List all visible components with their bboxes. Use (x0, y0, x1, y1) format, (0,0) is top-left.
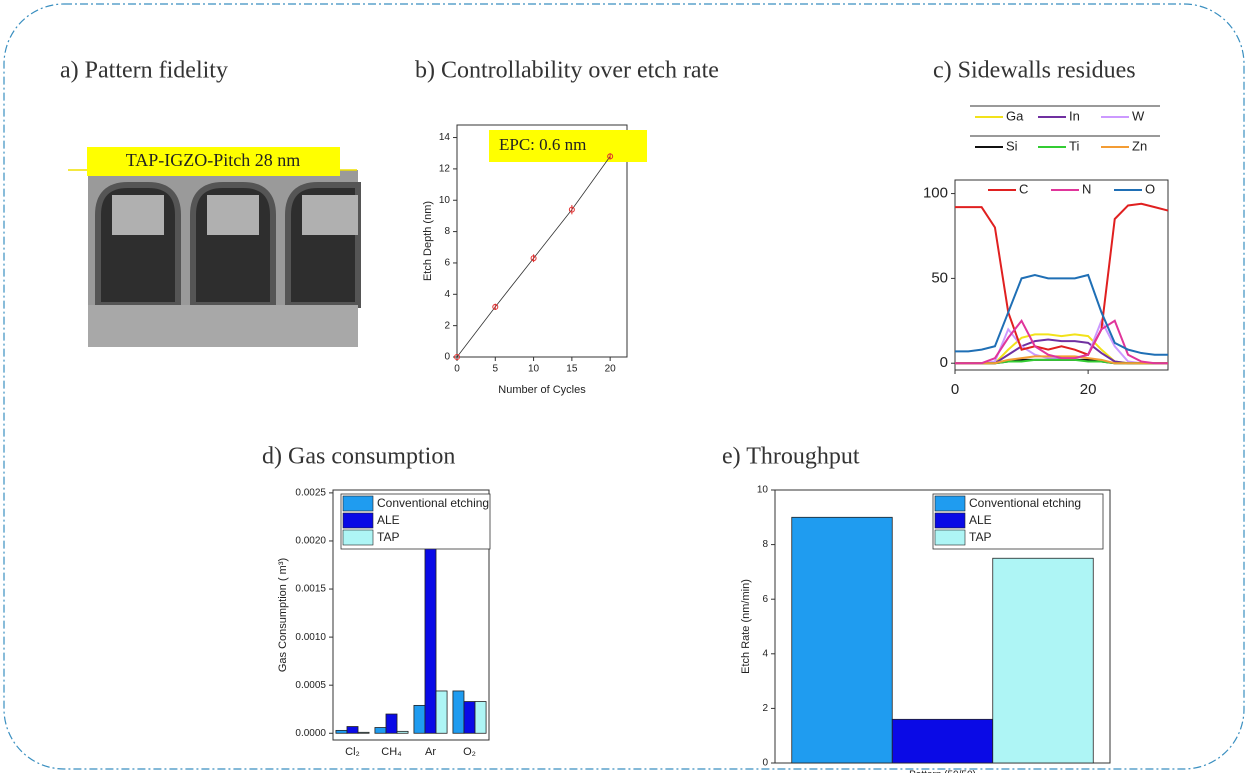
legend-label: W (1132, 108, 1145, 123)
bar (336, 730, 347, 733)
bar (414, 705, 425, 733)
bar (425, 522, 436, 734)
legend-label: Ti (1069, 138, 1079, 153)
y-axis-label: Etch Rate (nm/min) (740, 579, 752, 674)
x-tick-label: 0 (951, 381, 959, 398)
page: {"figure_a": {"title": "a) Pattern fidel… (0, 0, 1248, 773)
legend-label: O (1145, 181, 1155, 196)
y-tick-label: 2 (762, 703, 768, 714)
legend-label: N (1082, 181, 1091, 196)
legend-label: ALE (969, 513, 992, 527)
y-tick-label: 6 (762, 594, 768, 605)
legend-label: In (1069, 108, 1080, 123)
y-tick-label: 0.0010 (295, 632, 326, 643)
y-tick-label: 10 (439, 195, 451, 206)
bar (475, 702, 486, 734)
y-tick-label: 100 (923, 185, 948, 202)
sem-image (88, 170, 358, 347)
panel-title: a) Pattern fidelity (60, 58, 228, 84)
x-tick-label: 10 (528, 364, 540, 375)
y-axis-label: Gas Consumption ( m³) (277, 558, 289, 672)
x-tick-label: 0 (454, 364, 460, 375)
y-tick-label: 6 (444, 258, 450, 269)
x-tick-label: CH₄ (381, 746, 402, 758)
y-tick-label: 50 (931, 269, 948, 286)
y-tick-label: 0.0000 (295, 728, 326, 739)
bar (386, 714, 397, 733)
bar (347, 727, 358, 734)
x-tick-label: Ar (425, 746, 436, 758)
y-tick-label: 0.0020 (295, 536, 326, 547)
legend-label: TAP (969, 530, 991, 544)
y-tick-label: 10 (757, 485, 769, 496)
legend-label: TAP (377, 530, 399, 544)
x-tick-label: 20 (1080, 381, 1097, 398)
panel-title: e) Throughput (722, 444, 860, 470)
y-tick-label: 12 (439, 164, 451, 175)
legend-label: Conventional etching (377, 496, 489, 510)
bar (892, 719, 993, 763)
panel-title: d) Gas consumption (262, 444, 455, 470)
bar (453, 691, 464, 733)
y-tick-label: 4 (444, 289, 450, 300)
legend-swatch (343, 513, 373, 528)
y-axis-label: Etch Depth (nm) (422, 201, 434, 281)
legend-label: Si (1006, 138, 1018, 153)
bar (397, 731, 408, 733)
figure: a) Pattern fidelity TAP-IGZO-Pitch 28 nm… (0, 0, 1248, 773)
bar (792, 517, 893, 763)
y-tick-label: 0 (762, 758, 768, 769)
x-tick-label: Cl₂ (345, 746, 360, 758)
bar (993, 558, 1094, 763)
bar (358, 732, 369, 733)
y-tick-label: 0.0005 (295, 680, 326, 691)
x-tick-label: 15 (566, 364, 578, 375)
legend-label: C (1019, 181, 1028, 196)
x-tick-label: 5 (493, 364, 499, 375)
x-axis-label: Number of Cycles (498, 384, 586, 396)
annotation: EPC: 0.6 nm (499, 135, 586, 154)
legend-swatch (935, 513, 965, 528)
legend-swatch (935, 530, 965, 545)
bar (436, 691, 447, 733)
x-tick-label: 20 (605, 364, 617, 375)
y-tick-label: 2 (444, 320, 450, 331)
panel-title: c) Sidewalls residues (933, 58, 1136, 84)
panel-title: b) Controllability over etch rate (415, 58, 719, 84)
image-label: TAP-IGZO-Pitch 28 nm (126, 150, 301, 170)
legend-swatch (343, 496, 373, 511)
y-tick-label: 8 (444, 226, 450, 237)
bar (375, 728, 386, 734)
x-tick-label: O₂ (463, 746, 476, 758)
legend-swatch (343, 530, 373, 545)
legend-label: ALE (377, 513, 400, 527)
y-tick-label: 14 (439, 132, 451, 143)
legend-swatch (935, 496, 965, 511)
series-line (955, 275, 1168, 355)
y-tick-label: 0 (940, 354, 948, 371)
bar (464, 702, 475, 734)
legend-label: Conventional etching (969, 496, 1081, 510)
x-tick-label: Pattern (50/50) (909, 770, 976, 773)
y-tick-label: 8 (762, 539, 768, 550)
legend-label: Ga (1006, 108, 1024, 123)
y-tick-label: 0 (444, 352, 450, 363)
y-tick-label: 4 (762, 648, 768, 659)
y-tick-label: 0.0015 (295, 584, 326, 595)
y-tick-label: 0.0025 (295, 488, 326, 499)
legend-label: Zn (1132, 138, 1147, 153)
